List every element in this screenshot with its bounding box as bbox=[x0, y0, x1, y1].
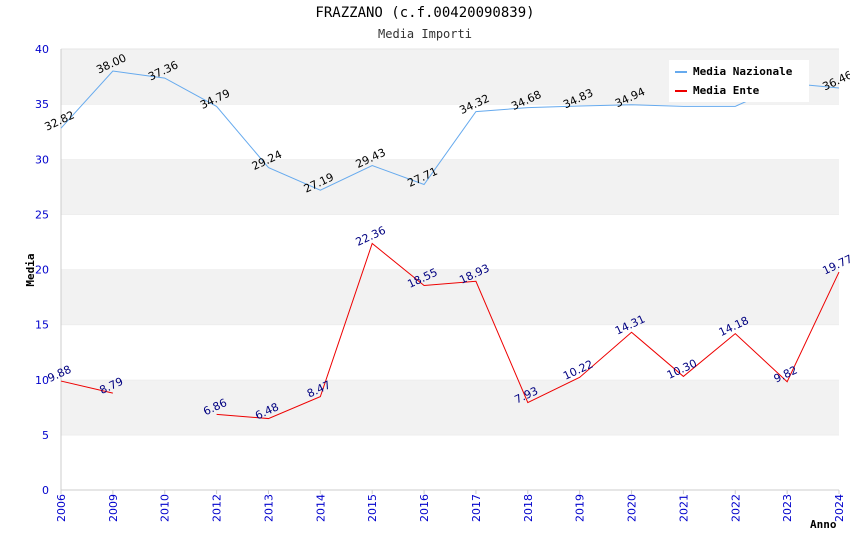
legend-label-nazionale: Media Nazionale bbox=[693, 65, 793, 78]
series-line-nazionale bbox=[60, 70, 840, 191]
legend-swatch-ente bbox=[675, 90, 687, 92]
y-tick-label: 20 bbox=[35, 264, 49, 277]
y-tick-label: 35 bbox=[35, 98, 49, 111]
series-line-ente bbox=[60, 380, 113, 394]
series-lines bbox=[60, 70, 840, 420]
grid-band bbox=[61, 324, 839, 380]
x-ticks: 2006 2009 2010 2012 2013 2014 2015 2016 2017 2018… bbox=[55, 490, 846, 522]
x-tick-label: 2010 bbox=[159, 494, 172, 522]
grid-band bbox=[61, 434, 839, 490]
y-tick-label: 5 bbox=[42, 429, 49, 442]
legend-swatch-nazionale bbox=[675, 71, 687, 73]
y-axis-label: Media bbox=[24, 253, 37, 286]
grid-band bbox=[61, 269, 839, 325]
x-tick-label: 2021 bbox=[677, 494, 690, 522]
x-tick-label: 2013 bbox=[262, 494, 275, 522]
x-axis-label: Anno bbox=[810, 518, 837, 531]
y-tick-label: 0 bbox=[42, 484, 49, 497]
x-tick-label: 2012 bbox=[211, 494, 224, 522]
grid-band bbox=[61, 104, 839, 160]
x-tick-label: 2023 bbox=[781, 494, 794, 522]
x-tick-label: 2016 bbox=[418, 494, 431, 522]
chart-subtitle: Media Importi bbox=[378, 27, 472, 41]
x-tick-label: 2006 bbox=[55, 494, 68, 522]
series-line-ente bbox=[216, 242, 840, 420]
grid-band bbox=[61, 379, 839, 435]
y-tick-label: 25 bbox=[35, 208, 49, 221]
legend-item-ente: Media Ente bbox=[675, 84, 759, 97]
legend-label-ente: Media Ente bbox=[693, 84, 760, 97]
x-tick-label: 2019 bbox=[574, 494, 587, 522]
grid-band bbox=[61, 159, 839, 215]
legend-item-nazionale: Media Nazionale bbox=[675, 65, 792, 78]
grid-band bbox=[61, 214, 839, 270]
x-tick-label: 2020 bbox=[626, 494, 639, 522]
y-ticks: 0 5 10 15 20 25 30 35 40 bbox=[35, 43, 49, 497]
x-tick-label: 2009 bbox=[107, 494, 120, 522]
chart-title: FRAZZANO (c.f.00420090839) bbox=[315, 5, 535, 21]
y-tick-label: 15 bbox=[35, 319, 49, 332]
y-tick-label: 30 bbox=[35, 153, 49, 166]
y-tick-label: 10 bbox=[35, 374, 49, 387]
grid-bands bbox=[61, 48, 839, 490]
legend: Media Nazionale Media Ente bbox=[669, 60, 809, 102]
axes bbox=[60, 49, 839, 491]
x-tick-label: 2014 bbox=[314, 494, 327, 522]
x-tick-label: 2018 bbox=[522, 494, 535, 522]
x-tick-label: 2015 bbox=[366, 494, 379, 522]
x-tick-label: 2017 bbox=[470, 494, 483, 522]
x-tick-label: 2024 bbox=[833, 494, 846, 522]
y-tick-label: 40 bbox=[35, 43, 49, 56]
x-tick-label: 2022 bbox=[729, 494, 742, 522]
